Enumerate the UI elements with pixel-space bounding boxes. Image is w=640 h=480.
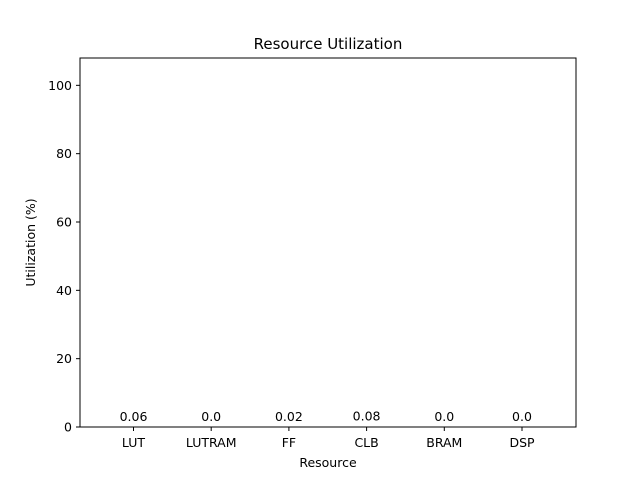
x-tick-label-dsp: DSP (509, 435, 535, 450)
data-label-dsp: 0.0 (512, 409, 532, 424)
x-axis: LUT LUTRAM FF CLB BRAM DSP (122, 427, 535, 450)
data-labels-group: 0.06 0.0 0.02 0.08 0.0 0.0 (120, 409, 532, 424)
y-tick-label-0: 0 (64, 420, 72, 435)
data-label-lut: 0.06 (120, 409, 148, 424)
y-tick-label-20: 20 (56, 351, 72, 366)
y-tick-label-80: 80 (56, 146, 72, 161)
x-tick-label-ff: FF (282, 435, 296, 450)
chart-title: Resource Utilization (254, 35, 403, 53)
y-tick-label-40: 40 (56, 283, 72, 298)
data-label-bram: 0.0 (434, 409, 454, 424)
data-label-clb: 0.08 (353, 409, 381, 424)
x-tick-label-lutram: LUTRAM (186, 435, 237, 450)
y-axis-label: Utilization (%) (23, 198, 38, 286)
plot-area-frame (79, 57, 577, 428)
x-tick-label-lut: LUT (122, 435, 145, 450)
y-axis: 0 20 40 60 80 100 (48, 78, 80, 435)
data-label-lutram: 0.0 (201, 409, 221, 424)
x-tick-label-clb: CLB (354, 435, 378, 450)
x-axis-label: Resource (299, 455, 357, 470)
data-label-ff: 0.02 (275, 409, 303, 424)
y-tick-label-60: 60 (56, 215, 72, 230)
x-tick-label-bram: BRAM (426, 435, 462, 450)
y-tick-label-100: 100 (48, 78, 72, 93)
